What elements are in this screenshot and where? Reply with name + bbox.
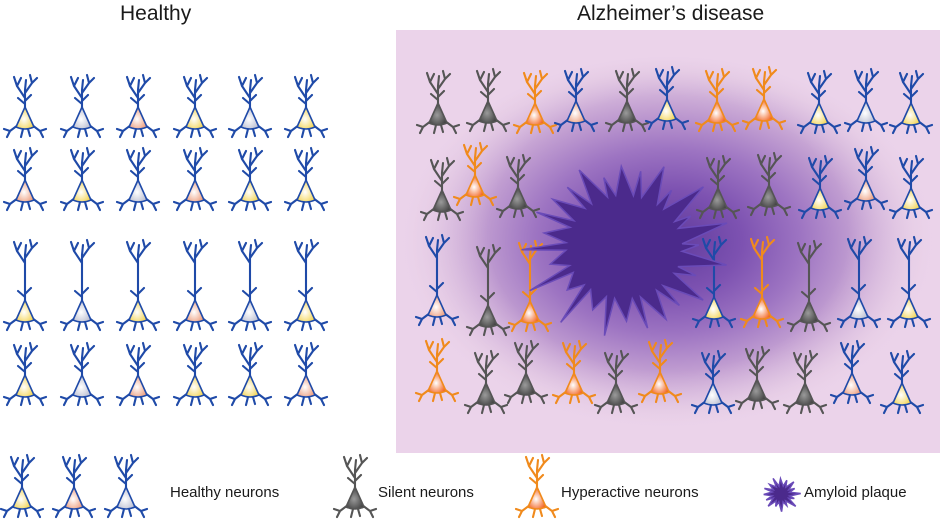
hyperactive-neuron-icon — [637, 338, 683, 404]
healthy-neuron-icon — [227, 73, 273, 139]
healthy-neuron-icon — [879, 349, 925, 415]
healthy-neuron-icon — [2, 146, 48, 212]
hyperactive-neuron-icon — [452, 141, 498, 207]
healthy-neuron-icon — [797, 154, 843, 220]
healthy-neuron-icon — [115, 238, 161, 332]
silent-neuron-icon — [419, 156, 465, 222]
healthy-neuron-icon — [414, 233, 460, 327]
silent-neuron-icon — [593, 349, 639, 415]
healthy-neuron-icon — [843, 145, 889, 211]
legend-plaque-icon — [763, 475, 801, 512]
healthy-neuron-icon — [115, 146, 161, 212]
silent-neuron-icon — [465, 243, 511, 337]
silent-neuron-icon — [786, 239, 832, 333]
healthy-neuron-icon — [2, 238, 48, 332]
healthy-neuron-icon — [227, 341, 273, 407]
healthy-neuron-icon — [59, 73, 105, 139]
legend-icons — [0, 453, 801, 519]
healthy-neuron-icon — [829, 339, 875, 405]
silent-neuron-icon — [415, 69, 461, 135]
silent-neuron-icon — [695, 154, 741, 220]
healthy-neuron-icon — [283, 73, 329, 139]
hyperactive-neuron-icon — [551, 339, 597, 405]
healthy-neuron-icon — [690, 349, 736, 415]
healthy-neuron-icon — [172, 146, 218, 212]
healthy-neuron-icon — [283, 341, 329, 407]
healthy-neuron-icon — [691, 235, 737, 329]
healthy-neuron-icon — [836, 235, 882, 329]
healthy-neuron-icon — [843, 67, 889, 133]
alzheimers-panel-title: Alzheimer’s disease — [577, 2, 765, 25]
legend-silent-label: Silent neurons — [378, 484, 474, 501]
amyloid-plaque-icon — [521, 163, 728, 336]
healthy-neuron-icon — [172, 238, 218, 332]
healthy-panel-title: Healthy — [120, 2, 192, 25]
silent-neuron-icon — [495, 153, 541, 219]
healthy-neuron-icon — [886, 235, 932, 329]
hyperactive-neuron-icon — [507, 239, 553, 333]
healthy-neuron-icon — [59, 238, 105, 332]
healthy-neuron-icon — [172, 73, 218, 139]
healthy-neuron-icon — [227, 238, 273, 332]
healthy-neuron-icon — [115, 341, 161, 407]
healthy-neuron-icon — [51, 453, 97, 519]
healthy-neuron-icon — [644, 65, 690, 131]
silent-neuron-icon — [604, 67, 650, 133]
silent-neuron-icon — [746, 151, 792, 217]
legend-hyperactive-label: Hyperactive neurons — [561, 484, 699, 501]
silent-neuron-icon — [463, 349, 509, 415]
healthy-neuron-icon — [283, 146, 329, 212]
legend-healthy-label: Healthy neurons — [170, 484, 280, 501]
healthy-neuron-icon — [115, 73, 161, 139]
silent-neuron-icon — [734, 345, 780, 411]
hyperactive-neuron-icon — [414, 337, 460, 403]
healthy-neuron-icon — [103, 453, 149, 519]
healthy-neuron-icon — [796, 69, 842, 135]
alzheimers-neuron-field — [414, 65, 934, 415]
hyperactive-neuron-icon — [739, 235, 785, 329]
silent-neuron-icon — [782, 349, 828, 415]
healthy-neuron-icon — [2, 341, 48, 407]
healthy-neuron-icon — [283, 238, 329, 332]
healthy-neuron-icon — [888, 154, 934, 220]
silent-neuron-icon — [503, 339, 549, 405]
healthy-neuron-icon — [227, 146, 273, 212]
healthy-neuron-icon — [888, 69, 934, 135]
healthy-neuron-icon — [172, 341, 218, 407]
hyperactive-neuron-icon — [741, 65, 787, 131]
healthy-neuron-icon — [59, 341, 105, 407]
hyperactive-neuron-icon — [514, 453, 560, 519]
healthy-neuron-grid — [2, 73, 329, 407]
healthy-neuron-icon — [0, 453, 45, 519]
legend-plaque-label: Amyloid plaque — [804, 484, 907, 501]
hyperactive-neuron-icon — [512, 69, 558, 135]
healthy-neuron-icon — [2, 73, 48, 139]
healthy-neuron-icon — [59, 146, 105, 212]
silent-neuron-icon — [332, 453, 378, 519]
healthy-neuron-icon — [553, 67, 599, 133]
silent-neuron-icon — [465, 67, 511, 133]
hyperactive-neuron-icon — [694, 67, 740, 133]
